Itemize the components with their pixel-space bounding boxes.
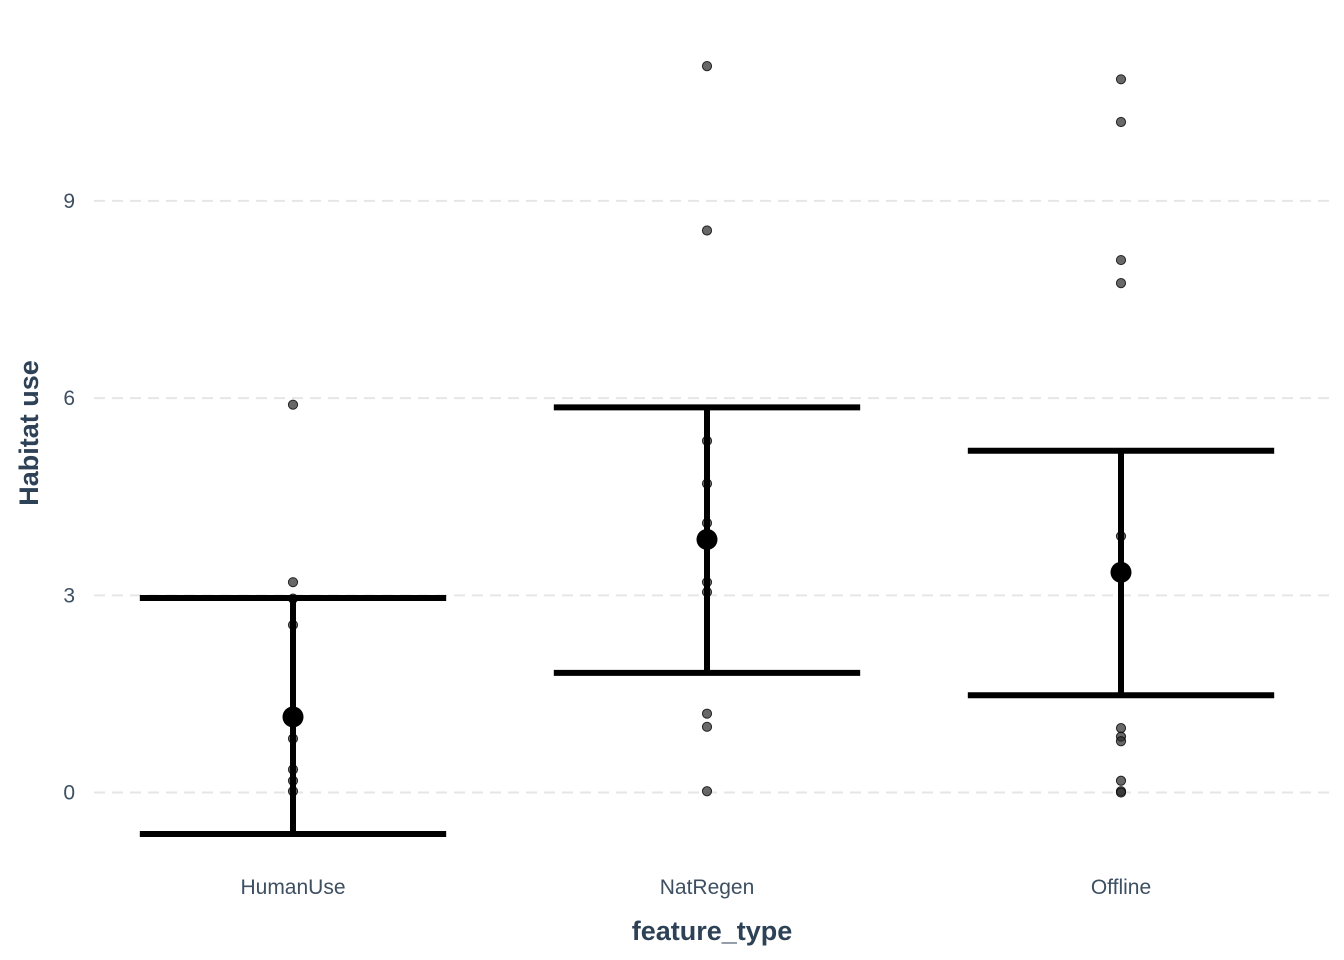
data-point xyxy=(701,708,713,719)
mean-points xyxy=(282,528,1132,728)
gridlines xyxy=(94,199,1330,794)
data-point xyxy=(1115,74,1127,85)
data-point xyxy=(1115,775,1127,786)
data-point xyxy=(287,399,299,410)
mean-point xyxy=(696,528,718,550)
y-tick-label: 9 xyxy=(63,190,75,213)
y-tick-label: 0 xyxy=(63,782,75,805)
data-point xyxy=(287,577,299,588)
x-tick-label: Offline xyxy=(1091,876,1151,899)
data-point xyxy=(1115,254,1127,266)
error-bars xyxy=(139,404,1275,837)
x-axis-title: feature_type xyxy=(632,916,793,946)
data-point xyxy=(701,721,713,732)
data-point xyxy=(701,61,713,72)
data-point xyxy=(1115,116,1127,128)
x-tick-label: NatRegen xyxy=(660,876,755,899)
mean-point xyxy=(1110,561,1132,583)
y-axis-title: Habitat use xyxy=(14,360,44,506)
x-tick-label: HumanUse xyxy=(240,876,345,899)
data-point xyxy=(1115,787,1127,798)
y-tick-label: 3 xyxy=(63,584,75,607)
y-tick-label: 6 xyxy=(63,387,75,410)
mean-point xyxy=(282,706,304,728)
y-tick-labels: 0 3 6 9 xyxy=(63,190,75,805)
x-tick-labels: HumanUse NatRegen Offline xyxy=(240,876,1151,899)
data-point xyxy=(1115,277,1127,289)
data-point xyxy=(1115,723,1127,734)
data-point xyxy=(1115,736,1127,747)
data-point xyxy=(701,786,713,797)
data-point xyxy=(701,225,713,236)
